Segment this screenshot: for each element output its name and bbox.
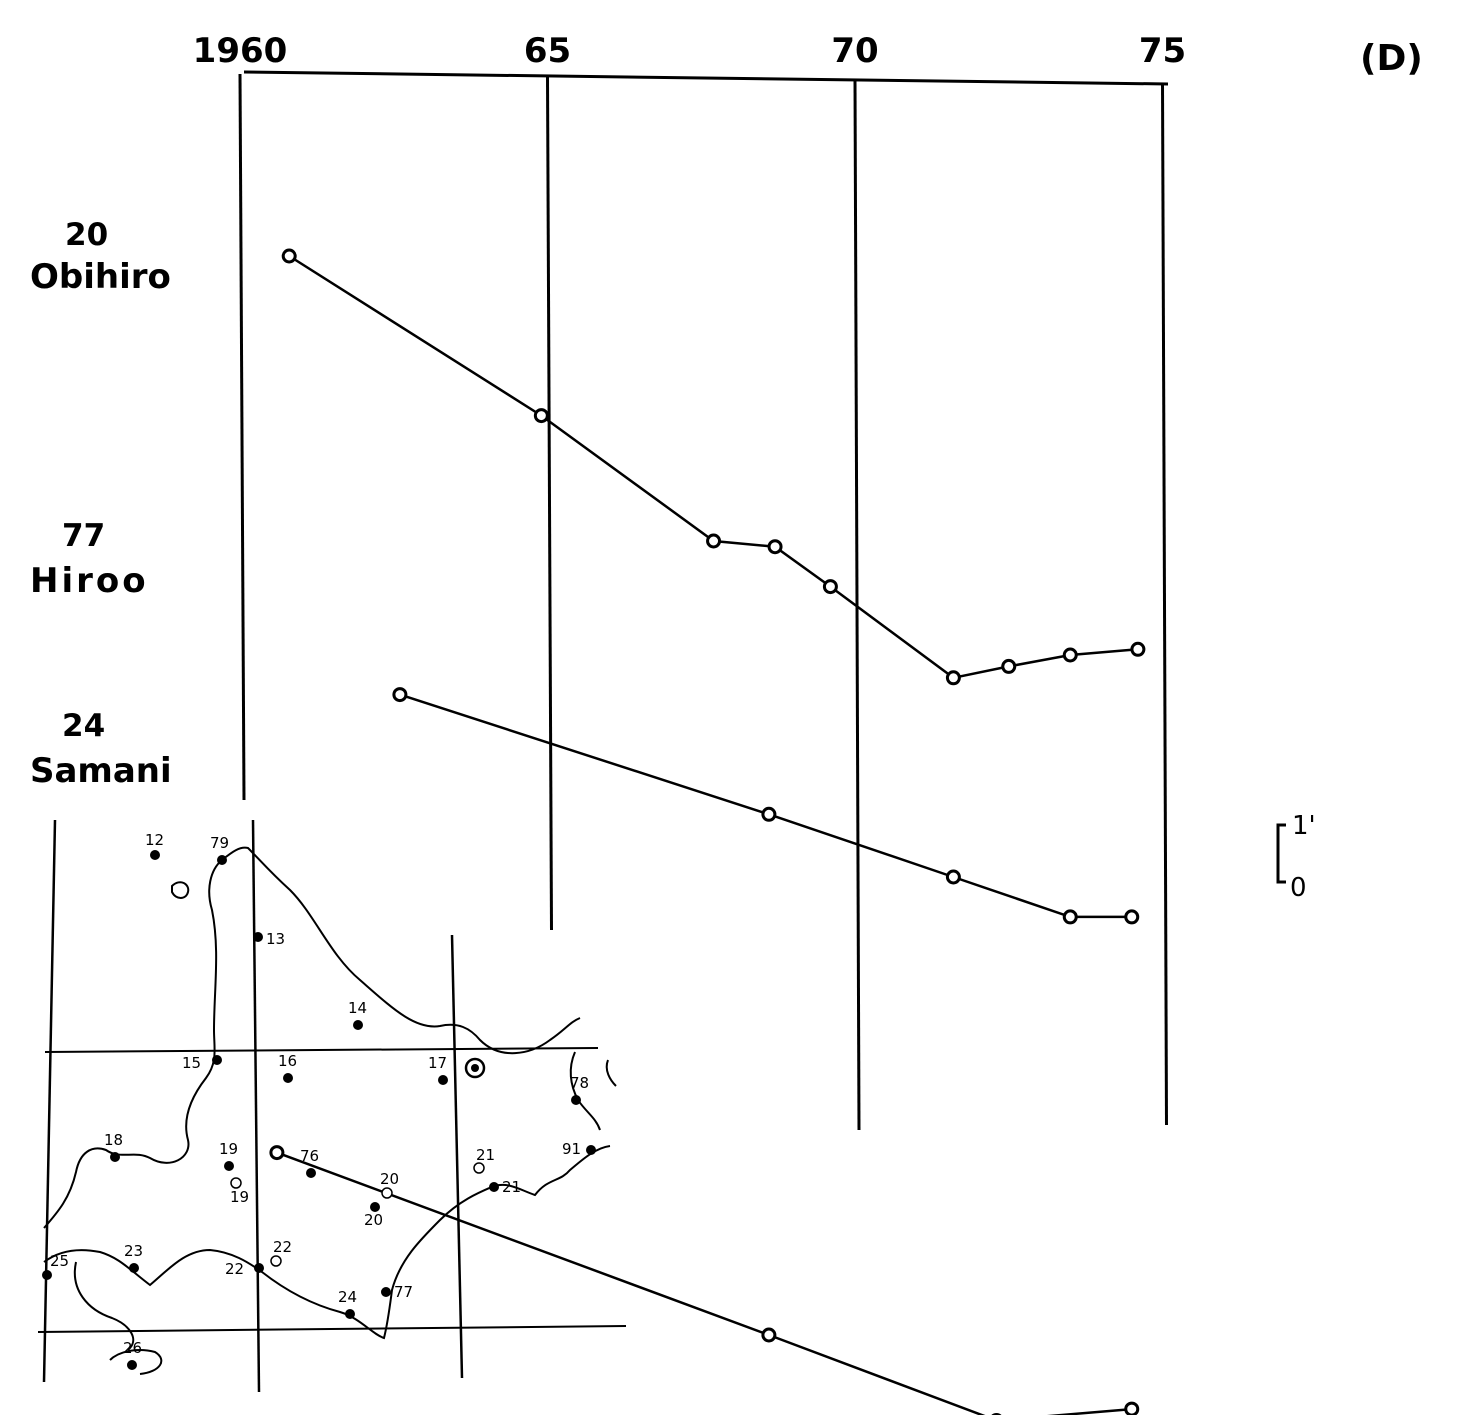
station-name-obihiro: Obihiro bbox=[30, 257, 171, 297]
map-station-label-18: 18 bbox=[104, 1131, 123, 1149]
data-point-obihiro bbox=[945, 670, 961, 686]
data-point-hiroo bbox=[1062, 909, 1078, 925]
map-station-marker-18 bbox=[110, 1152, 120, 1162]
gridline-65 bbox=[546, 76, 553, 931]
map-station-label-16: 16 bbox=[278, 1052, 297, 1070]
map-station-label-22: 22 bbox=[273, 1238, 292, 1256]
data-point-samani bbox=[269, 1145, 285, 1161]
map-station-label-19: 19 bbox=[219, 1140, 238, 1158]
data-point-samani bbox=[761, 1327, 777, 1343]
observatory-center bbox=[471, 1064, 479, 1072]
station-label-obihiro: 20 Obihiro bbox=[30, 217, 171, 297]
series-line-obihiro bbox=[288, 254, 1139, 680]
map-station-label-24: 24 bbox=[338, 1288, 357, 1306]
map-station-label-12: 12 bbox=[145, 831, 164, 849]
station-number-obihiro: 20 bbox=[65, 217, 108, 253]
map-station-label-14: 14 bbox=[348, 999, 367, 1017]
data-point-obihiro bbox=[767, 539, 783, 555]
panel-label: (D) bbox=[1360, 38, 1423, 79]
map-station-label-19: 19 bbox=[230, 1188, 249, 1206]
map-station-marker-16 bbox=[283, 1073, 293, 1083]
map-station-marker-20 bbox=[370, 1202, 380, 1212]
map-station-marker-20 bbox=[381, 1187, 393, 1199]
x-tick-label-75: 75 bbox=[1139, 31, 1186, 71]
x-tick-label-65: 65 bbox=[524, 31, 571, 71]
map-station-label-76: 76 bbox=[300, 1147, 319, 1165]
data-point-obihiro bbox=[1001, 658, 1017, 674]
map-station-label-13: 13 bbox=[266, 930, 285, 948]
map-station-marker-24 bbox=[345, 1309, 355, 1319]
map-station-label-91: 91 bbox=[562, 1140, 581, 1158]
map-station-marker-15 bbox=[212, 1055, 222, 1065]
map-station-marker-12 bbox=[150, 850, 160, 860]
station-name-hiroo: Hiroo bbox=[30, 561, 149, 601]
data-point-obihiro bbox=[706, 533, 722, 549]
coastline bbox=[43, 846, 617, 1375]
gridline-1960 bbox=[238, 73, 246, 801]
map-station-label-77: 77 bbox=[394, 1283, 413, 1301]
map-station-marker-14 bbox=[353, 1020, 363, 1030]
map-station-marker-13 bbox=[253, 932, 263, 942]
series-layer bbox=[269, 248, 1146, 1415]
observatory-symbol bbox=[464, 1057, 486, 1079]
map-station-label-23: 23 bbox=[124, 1242, 143, 1260]
map-station-marker-19 bbox=[224, 1161, 234, 1171]
map-station-label-26: 26 bbox=[123, 1339, 142, 1357]
map-station-label-79: 79 bbox=[210, 834, 229, 852]
data-point-obihiro bbox=[281, 248, 297, 264]
data-point-obihiro bbox=[1062, 647, 1078, 663]
x-tick-labels: 1960 65 70 75 bbox=[193, 31, 1186, 71]
map-station-label-15: 15 bbox=[182, 1054, 201, 1072]
map-station-marker-23 bbox=[129, 1263, 139, 1273]
map-station-marker-17 bbox=[438, 1075, 448, 1085]
gridline-75 bbox=[1161, 82, 1168, 1126]
station-label-hiroo: 77 Hiroo bbox=[30, 518, 149, 601]
map-station-label-20: 20 bbox=[380, 1170, 399, 1188]
scale-bottom-label: 0 bbox=[1290, 873, 1307, 903]
x-tick-label-70: 70 bbox=[831, 31, 878, 71]
scale-bar: 1' 0 bbox=[1276, 811, 1316, 903]
map-station-marker-21 bbox=[489, 1182, 499, 1192]
station-number-hiroo: 77 bbox=[62, 518, 105, 554]
map-station-marker-77 bbox=[381, 1287, 391, 1297]
map-station-marker-78 bbox=[571, 1095, 581, 1105]
map-station-marker-21 bbox=[473, 1162, 485, 1174]
top-axis-line bbox=[243, 70, 1169, 86]
map-station-label-21: 21 bbox=[502, 1178, 521, 1196]
data-point-samani bbox=[1124, 1401, 1140, 1415]
inset-map: 12 79 13 14 15 16 17 78 91 18 19 19 76 20 20 21 21 22 22 23… bbox=[37, 819, 627, 1393]
map-station-label-25: 25 bbox=[50, 1252, 69, 1270]
map-station-marker-91 bbox=[586, 1145, 596, 1155]
data-point-obihiro bbox=[822, 579, 838, 595]
data-point-hiroo bbox=[1124, 909, 1140, 925]
data-point-hiroo bbox=[392, 687, 408, 703]
scale-bracket bbox=[1276, 823, 1286, 884]
map-station-marker-25 bbox=[42, 1270, 52, 1280]
station-name-samani: Samani bbox=[30, 751, 172, 791]
map-station-marker-76 bbox=[306, 1168, 316, 1178]
scale-top-label: 1' bbox=[1292, 811, 1316, 841]
map-station-marker-79 bbox=[217, 855, 227, 865]
map-station-label-22: 22 bbox=[225, 1260, 244, 1278]
x-tick-label-1960: 1960 bbox=[193, 31, 288, 71]
station-number-samani: 24 bbox=[62, 708, 105, 744]
station-label-samani: 24 Samani bbox=[30, 708, 172, 791]
map-stations: 12 79 13 14 15 16 17 78 91 18 19 19 76 20 20 21 21 22 22 23… bbox=[42, 831, 596, 1370]
data-point-obihiro bbox=[1130, 641, 1146, 657]
data-point-hiroo bbox=[945, 869, 961, 885]
map-station-label-17: 17 bbox=[428, 1054, 447, 1072]
series-line-hiroo bbox=[399, 693, 1132, 919]
map-station-marker-26 bbox=[127, 1360, 137, 1370]
map-station-label-21: 21 bbox=[476, 1146, 495, 1164]
data-point-obihiro bbox=[533, 408, 549, 424]
map-station-label-78: 78 bbox=[570, 1074, 589, 1092]
map-graticule bbox=[37, 819, 627, 1393]
map-station-marker-19 bbox=[230, 1177, 242, 1189]
map-station-label-20: 20 bbox=[364, 1211, 383, 1229]
data-point-hiroo bbox=[761, 806, 777, 822]
map-station-marker-22 bbox=[254, 1263, 264, 1273]
year-gridlines bbox=[238, 73, 1168, 1131]
map-station-marker-22 bbox=[270, 1255, 282, 1267]
